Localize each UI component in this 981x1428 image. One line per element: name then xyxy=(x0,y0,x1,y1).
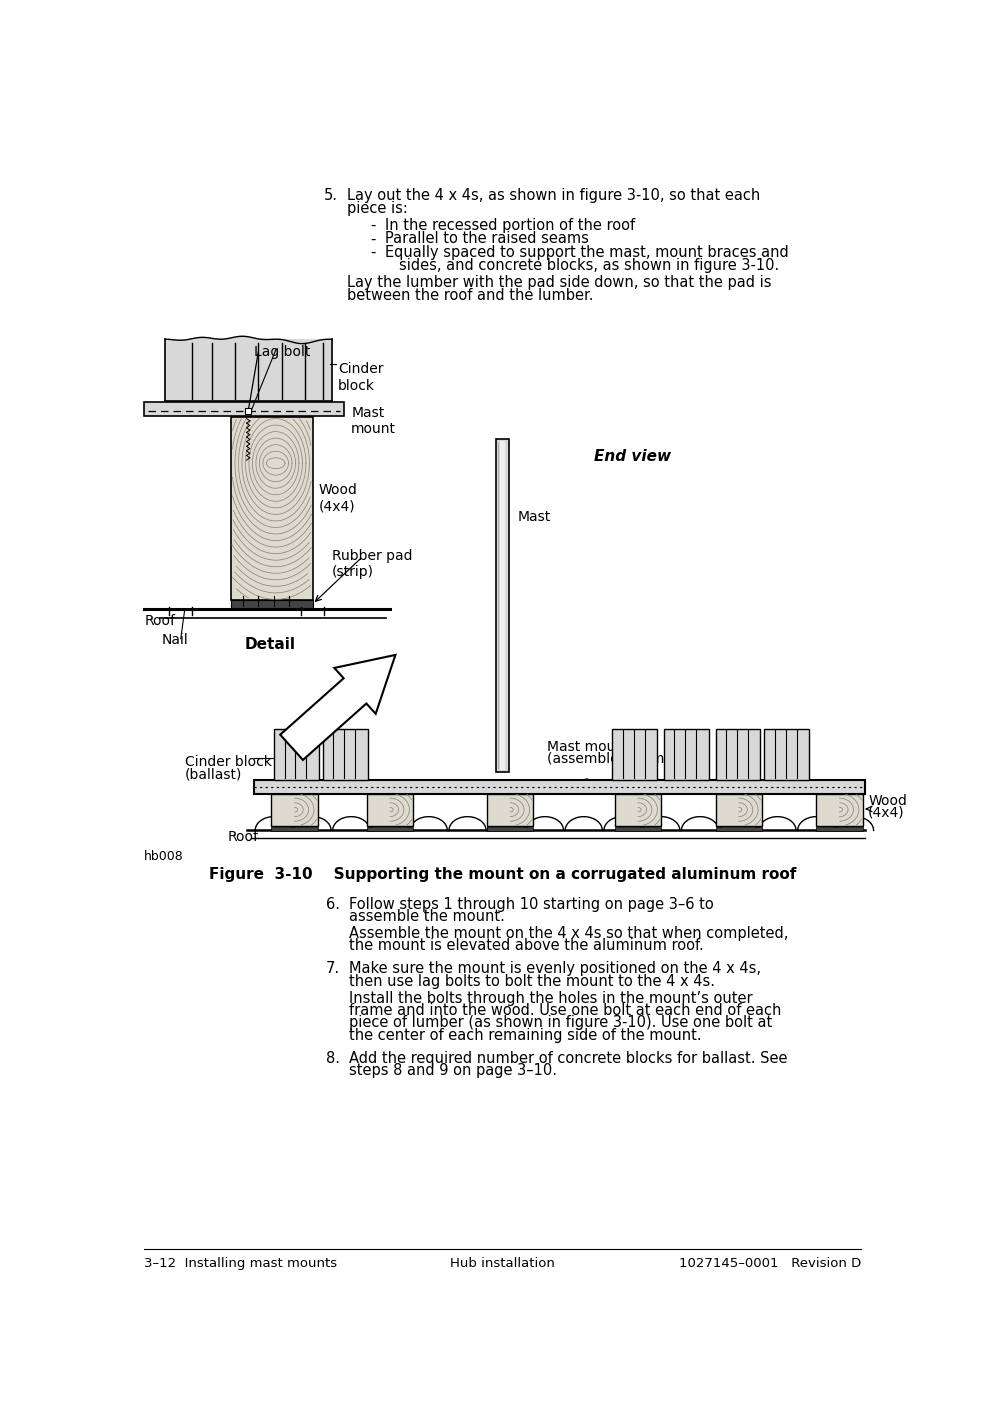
Text: Mast mount: Mast mount xyxy=(547,740,630,754)
Text: Cinder
block: Cinder block xyxy=(338,363,384,393)
Text: the center of each remaining side of the mount.: the center of each remaining side of the… xyxy=(349,1028,701,1042)
Text: Add the required number of concrete blocks for ballast. See: Add the required number of concrete bloc… xyxy=(349,1051,788,1065)
Bar xyxy=(715,827,762,831)
Text: Lay out the 4 x 4s, as shown in figure 3-10, so that each: Lay out the 4 x 4s, as shown in figure 3… xyxy=(347,188,760,203)
Text: assemble the mount.: assemble the mount. xyxy=(349,910,505,924)
Text: Detail: Detail xyxy=(245,637,296,653)
Bar xyxy=(816,794,862,825)
Bar xyxy=(487,827,534,831)
Text: frame and into the wood. Use one bolt at each end of each: frame and into the wood. Use one bolt at… xyxy=(349,1002,781,1018)
Text: (assembled from kit): (assembled from kit) xyxy=(547,753,692,765)
Bar xyxy=(232,600,313,608)
Text: 8.: 8. xyxy=(326,1051,339,1065)
Text: Lag bolt: Lag bolt xyxy=(254,344,311,358)
Text: (4x4): (4x4) xyxy=(868,805,904,820)
Text: then use lag bolts to bolt the mount to the 4 x 4s.: then use lag bolts to bolt the mount to … xyxy=(349,974,715,988)
Text: Lay the lumber with the pad side down, so that the pad is: Lay the lumber with the pad side down, s… xyxy=(347,276,772,290)
Bar xyxy=(272,794,318,825)
Text: steps 8 and 9 on page 3–10.: steps 8 and 9 on page 3–10. xyxy=(349,1062,557,1078)
Bar xyxy=(487,794,534,825)
Bar xyxy=(272,827,318,831)
Bar xyxy=(274,728,319,780)
Text: Make sure the mount is evenly positioned on the 4 x 4s,: Make sure the mount is evenly positioned… xyxy=(349,961,761,977)
Bar xyxy=(715,794,762,825)
Bar xyxy=(323,728,368,780)
Text: Rubber pad
(strip): Rubber pad (strip) xyxy=(332,548,412,578)
Text: Mast: Mast xyxy=(518,510,551,524)
Bar xyxy=(144,401,343,416)
Bar xyxy=(816,827,862,831)
Bar xyxy=(663,728,708,780)
Text: 5.: 5. xyxy=(324,188,338,203)
Bar xyxy=(615,827,661,831)
Text: sides, and concrete blocks, as shown in figure 3-10.: sides, and concrete blocks, as shown in … xyxy=(398,257,779,273)
Text: -: - xyxy=(371,231,376,247)
Text: Cinder block: Cinder block xyxy=(184,755,272,770)
Text: -: - xyxy=(371,246,376,260)
Text: Nail: Nail xyxy=(162,634,188,647)
Text: 7.: 7. xyxy=(326,961,339,977)
Bar xyxy=(245,408,251,414)
Bar xyxy=(615,794,661,825)
Text: Hub installation: Hub installation xyxy=(450,1257,555,1269)
Bar xyxy=(500,441,504,771)
Bar xyxy=(367,794,413,825)
Text: the mount is elevated above the aluminum roof.: the mount is elevated above the aluminum… xyxy=(349,938,703,954)
Text: End view: End view xyxy=(594,448,671,464)
Bar xyxy=(715,728,760,780)
Text: 6.: 6. xyxy=(326,897,339,911)
Bar xyxy=(232,417,313,600)
Text: In the recessed portion of the roof: In the recessed portion of the roof xyxy=(385,217,635,233)
Text: Roof: Roof xyxy=(144,614,176,628)
Bar xyxy=(254,780,865,794)
Text: Parallel to the raised seams: Parallel to the raised seams xyxy=(385,231,589,247)
Text: Equally spaced to support the mast, mount braces and: Equally spaced to support the mast, moun… xyxy=(385,246,789,260)
Text: Wood: Wood xyxy=(868,794,907,807)
Text: Assemble the mount on the 4 x 4s so that when completed,: Assemble the mount on the 4 x 4s so that… xyxy=(349,925,789,941)
Text: Follow steps 1 through 10 starting on page 3–6 to: Follow steps 1 through 10 starting on pa… xyxy=(349,897,713,911)
Text: -: - xyxy=(371,217,376,233)
Text: Install the bolts through the holes in the mount’s outer: Install the bolts through the holes in t… xyxy=(349,991,752,1005)
Text: (ballast): (ballast) xyxy=(184,767,242,781)
Text: 1027145–0001   Revision D: 1027145–0001 Revision D xyxy=(679,1257,861,1269)
Text: Wood
(4x4): Wood (4x4) xyxy=(319,483,358,514)
Bar xyxy=(612,728,657,780)
Text: hb008: hb008 xyxy=(144,851,184,864)
Text: 3–12  Installing mast mounts: 3–12 Installing mast mounts xyxy=(144,1257,337,1269)
Text: piece of lumber (as shown in figure 3-10). Use one bolt at: piece of lumber (as shown in figure 3-10… xyxy=(349,1015,772,1030)
Text: Mast
mount: Mast mount xyxy=(351,406,396,437)
Text: Figure  3-10    Supporting the mount on a corrugated aluminum roof: Figure 3-10 Supporting the mount on a co… xyxy=(209,867,796,881)
Polygon shape xyxy=(281,655,395,760)
Text: Roof: Roof xyxy=(228,831,259,844)
Bar xyxy=(496,440,508,773)
Text: piece is:: piece is: xyxy=(347,200,408,216)
Polygon shape xyxy=(165,336,332,401)
Bar xyxy=(367,827,413,831)
Text: between the roof and the lumber.: between the roof and the lumber. xyxy=(347,287,594,303)
Bar xyxy=(165,340,332,401)
Bar xyxy=(764,728,809,780)
